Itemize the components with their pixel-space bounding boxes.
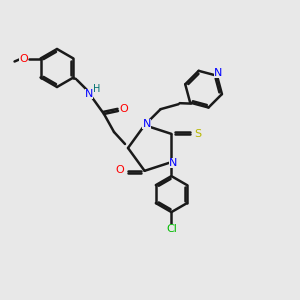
Text: O: O bbox=[19, 53, 28, 64]
Text: N: N bbox=[169, 158, 178, 168]
Text: S: S bbox=[194, 129, 201, 139]
Text: H: H bbox=[93, 84, 101, 94]
Text: Cl: Cl bbox=[166, 224, 177, 234]
Text: N: N bbox=[85, 89, 93, 99]
Text: O: O bbox=[115, 165, 124, 175]
Text: N: N bbox=[142, 119, 151, 129]
Text: O: O bbox=[120, 104, 128, 114]
Text: N: N bbox=[214, 68, 222, 78]
